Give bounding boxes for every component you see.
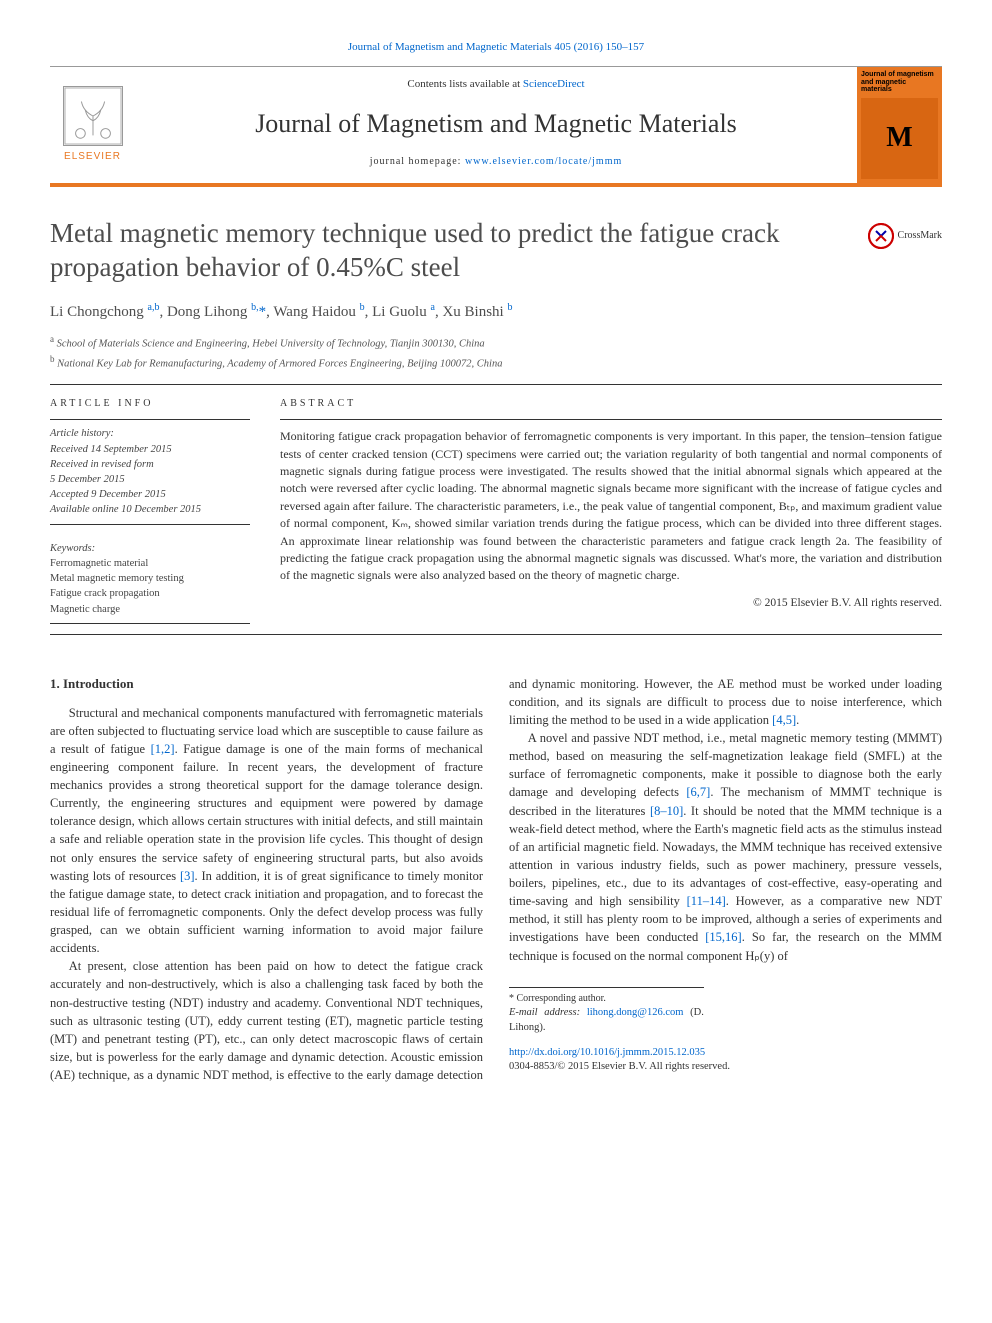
elsevier-tree-icon [63, 86, 123, 146]
body-paragraph: Structural and mechanical components man… [50, 704, 483, 958]
contents-line: Contents lists available at ScienceDirec… [135, 77, 857, 93]
crossmark-label: CrossMark [898, 229, 942, 244]
history-revised: Received in revised form 5 December 2015 [50, 457, 250, 487]
body-paragraph: A novel and passive NDT method, i.e., me… [509, 729, 942, 965]
article-identifiers: http://dx.doi.org/10.1016/j.jmmm.2015.12… [509, 1046, 942, 1075]
abstract-text: Monitoring fatigue crack propagation beh… [280, 419, 942, 585]
keyword: Magnetic charge [50, 602, 250, 617]
footnotes: * Corresponding author. E-mail address: … [509, 987, 704, 1036]
keyword: Ferromagnetic material [50, 556, 250, 571]
history-online: Available online 10 December 2015 [50, 502, 250, 517]
section-heading: 1. Introduction [50, 675, 483, 694]
email-link[interactable]: lihong.dong@126.com [587, 1007, 684, 1018]
abstract-label: ABSTRACT [280, 397, 942, 412]
contents-prefix: Contents lists available at [407, 78, 522, 90]
keyword: Fatigue crack propagation [50, 586, 250, 601]
sciencedirect-link[interactable]: ScienceDirect [523, 78, 585, 90]
crossmark-badge[interactable]: CrossMark [868, 217, 942, 249]
article-info-sidebar: ARTICLE INFO Article history: Received 1… [50, 397, 250, 624]
article-history: Article history: Received 14 September 2… [50, 419, 250, 524]
citation-header: Journal of Magnetism and Magnetic Materi… [50, 40, 942, 56]
corresponding-author-note: * Corresponding author. [509, 992, 704, 1007]
email-line: E-mail address: lihong.dong@126.com (D. … [509, 1006, 704, 1035]
issn-copyright: 0304-8853/© 2015 Elsevier B.V. All right… [509, 1061, 730, 1072]
email-label: E-mail address: [509, 1007, 580, 1018]
homepage-link[interactable]: www.elsevier.com/locate/jmmm [465, 156, 622, 167]
keywords-header: Keywords: [50, 541, 250, 556]
section-number: 1. [50, 676, 60, 691]
homepage-line: journal homepage: www.elsevier.com/locat… [135, 155, 857, 170]
abstract-column: ABSTRACT Monitoring fatigue crack propag… [280, 397, 942, 624]
history-accepted: Accepted 9 December 2015 [50, 487, 250, 502]
journal-name: Journal of Magnetism and Magnetic Materi… [135, 105, 857, 143]
article-title: Metal magnetic memory technique used to … [50, 217, 852, 285]
journal-cover-thumbnail: Journal of magnetism and magnetic materi… [857, 67, 942, 183]
masthead-center: Contents lists available at ScienceDirec… [135, 67, 857, 183]
crossmark-icon [868, 223, 894, 249]
article-body: 1. Introduction Structural and mechanica… [50, 675, 942, 1084]
doi-link[interactable]: http://dx.doi.org/10.1016/j.jmmm.2015.12… [509, 1047, 705, 1058]
cover-logo-icon: M [886, 123, 912, 154]
section-title: Introduction [63, 676, 134, 691]
divider [50, 384, 942, 385]
homepage-prefix: journal homepage: [370, 156, 465, 167]
affiliations: a School of Materials Science and Engine… [50, 333, 942, 372]
divider [50, 634, 942, 635]
author-list: Li Chongchong a,b, Dong Lihong b,*, Wang… [50, 301, 942, 324]
keyword: Metal magnetic memory testing [50, 571, 250, 586]
masthead: ELSEVIER Contents lists available at Sci… [50, 66, 942, 187]
corr-marker: * Corresponding author. [509, 993, 606, 1004]
cover-title: Journal of magnetism and magnetic materi… [861, 71, 938, 94]
history-received: Received 14 September 2015 [50, 442, 250, 457]
publisher-logo: ELSEVIER [50, 67, 135, 183]
publisher-brand: ELSEVIER [64, 150, 121, 165]
abstract-copyright: © 2015 Elsevier B.V. All rights reserved… [280, 595, 942, 612]
article-info-label: ARTICLE INFO [50, 397, 250, 412]
citation-link[interactable]: Journal of Magnetism and Magnetic Materi… [348, 41, 644, 53]
keywords-block: Keywords: Ferromagnetic material Metal m… [50, 535, 250, 624]
history-header: Article history: [50, 426, 250, 441]
